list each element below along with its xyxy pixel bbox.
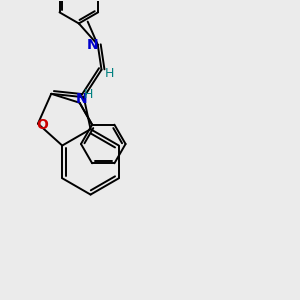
Text: H: H [105,67,115,80]
Text: N: N [87,38,98,52]
Text: O: O [37,118,48,132]
Text: N: N [75,92,87,106]
Text: H: H [84,88,93,101]
